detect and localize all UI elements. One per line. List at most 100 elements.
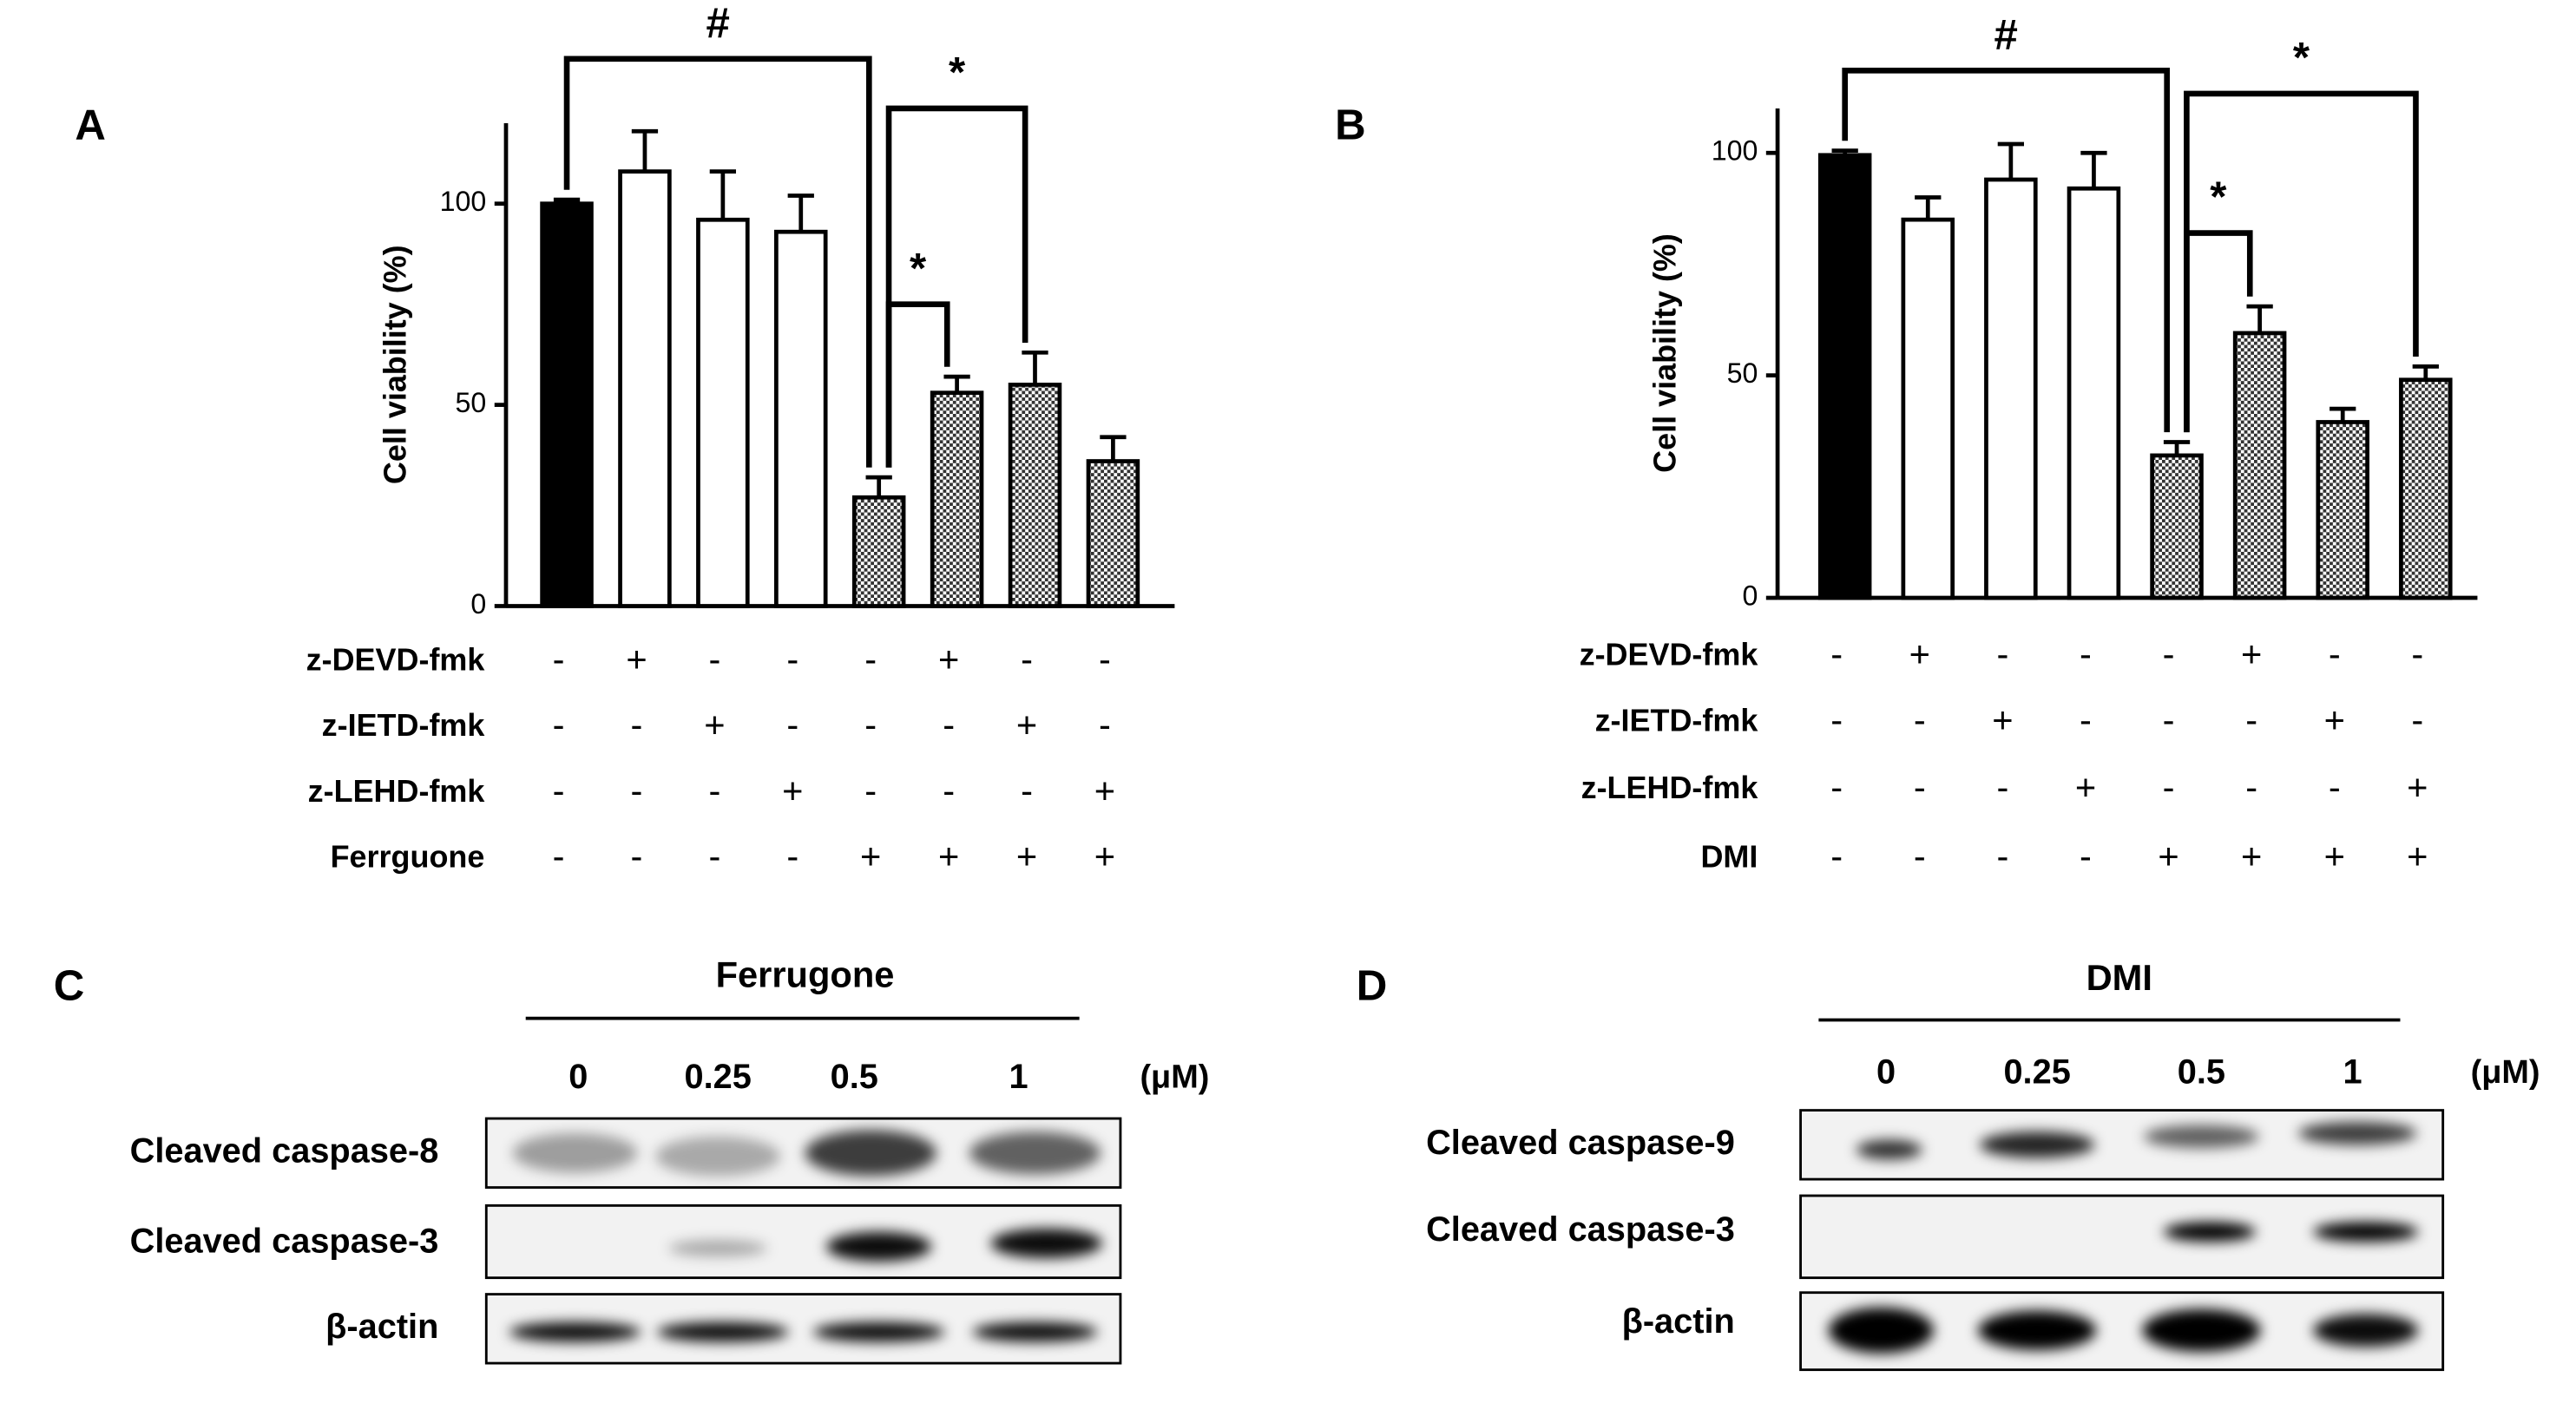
bar	[1086, 459, 1140, 608]
treatment-sign: -	[1021, 770, 1033, 810]
treatment-label: z-IETD-fmk	[1595, 702, 1759, 738]
y-tick-label: 100	[1712, 135, 1758, 167]
treatment-sign: -	[2245, 699, 2257, 740]
dose-label: 0.5	[831, 1058, 878, 1096]
treatment-sign: -	[2329, 633, 2341, 674]
significance-label: #	[1994, 10, 2017, 58]
treatment-sign: +	[1909, 633, 1930, 674]
treatment-sign: -	[1830, 633, 1843, 674]
treatment-sign: -	[553, 705, 565, 745]
treatment-sign: +	[2241, 836, 2262, 876]
significance-bracket	[2184, 90, 2419, 433]
blot-row-label: Cleaved caspase-3	[1426, 1210, 1735, 1249]
significance-bracket	[885, 105, 1028, 468]
y-axis-label: Cell viability (%)	[1647, 233, 1683, 473]
treatment-sign: -	[553, 639, 565, 679]
dose-label: 0.25	[684, 1058, 751, 1096]
treatment-label: z-LEHD-fmk	[308, 773, 486, 809]
dose-label: 0.5	[2178, 1052, 2225, 1091]
treatment-sign: -	[786, 705, 798, 745]
y-tick-label: 100	[440, 186, 487, 217]
treatment-sign: +	[1016, 705, 1037, 745]
treatment-sign: +	[704, 705, 725, 745]
treatment-sign: +	[2324, 699, 2345, 740]
treatment-sign: +	[2324, 836, 2345, 876]
y-tick-label: 0	[470, 588, 486, 620]
bar	[930, 390, 984, 608]
treatment-sign: -	[1914, 766, 1926, 807]
bar	[618, 169, 672, 608]
treatment-sign: -	[1996, 633, 2008, 674]
treatment-sign: +	[1992, 699, 2013, 740]
treatment-sign: -	[2163, 699, 2175, 740]
treatment-label: z-DEVD-fmk	[306, 641, 486, 677]
bar	[1901, 217, 1955, 600]
dose-label: 1	[2343, 1052, 2362, 1091]
treatment-sign: -	[553, 836, 565, 876]
treatment-sign: -	[1830, 766, 1843, 807]
treatment-sign: -	[943, 705, 955, 745]
blot-row-label: β-actin	[325, 1308, 438, 1346]
treatment-sign: +	[1094, 836, 1115, 876]
treatment-sign: -	[2080, 836, 2092, 876]
blot-row-label: β-actin	[1622, 1302, 1735, 1341]
bar	[774, 229, 828, 608]
significance-bracket	[1842, 68, 2170, 433]
treatment-label: DMI	[1700, 838, 1758, 874]
treatment-sign: -	[2411, 699, 2423, 740]
significance-label: *	[2210, 174, 2227, 221]
treatment-sign: +	[860, 836, 881, 876]
unit-label: (μM)	[2471, 1054, 2540, 1091]
dose-label: 0	[1876, 1052, 1896, 1091]
significance-label: *	[2293, 34, 2310, 82]
treatment-sign: -	[864, 705, 877, 745]
dose-label: 1	[1009, 1058, 1028, 1096]
treatment-sign: -	[2080, 633, 2092, 674]
treatment-sign: -	[786, 639, 798, 679]
blots	[484, 1016, 2445, 1372]
significance-label: *	[949, 49, 966, 96]
treatment-sign: -	[708, 639, 720, 679]
treatment-sign: -	[708, 770, 720, 810]
treatment-sign: -	[864, 770, 877, 810]
bar	[1817, 153, 1872, 600]
y-axis-label: Cell viability (%)	[378, 245, 413, 484]
treatment-sign: -	[1830, 699, 1843, 740]
bar	[540, 201, 594, 608]
bands	[1828, 1121, 2419, 1354]
treatment-sign: -	[1099, 705, 1111, 745]
panel-label: B	[1335, 102, 1366, 149]
treatment-label: z-DEVD-fmk	[1580, 637, 1759, 672]
bar	[2316, 420, 2369, 600]
treatment-sign: -	[2080, 699, 2092, 740]
bar	[1008, 383, 1062, 608]
treatment-sign: +	[938, 836, 959, 876]
bands	[509, 1130, 1103, 1342]
blot-row-label: Cleaved caspase-3	[130, 1222, 439, 1260]
treatment-sign: -	[1830, 836, 1843, 876]
treatment-label: z-IETD-fmk	[322, 707, 486, 743]
treatment-sign: -	[1021, 639, 1033, 679]
treatment-sign: +	[2158, 836, 2178, 876]
unit-label: (μM)	[1140, 1059, 1209, 1096]
significance-bracket	[563, 56, 872, 468]
treatment-sign: +	[2075, 766, 2096, 807]
treatment-sign: -	[1914, 699, 1926, 740]
treatment-sign: -	[864, 639, 877, 679]
treatment-sign: +	[782, 770, 803, 810]
treatment-sign: -	[2245, 766, 2257, 807]
treatment-title: Ferrugone	[716, 954, 895, 994]
bar	[2150, 453, 2204, 600]
treatment-sign: -	[786, 836, 798, 876]
treatment-label: z-LEHD-fmk	[1581, 770, 1759, 805]
bar	[2067, 186, 2121, 600]
treatment-sign: +	[1016, 836, 1037, 876]
treatment-sign: -	[1914, 836, 1926, 876]
significance-label: *	[910, 245, 927, 292]
bar	[2232, 331, 2287, 600]
treatment-sign: -	[2411, 633, 2423, 674]
panel-label: C	[54, 962, 85, 1010]
y-tick-label: 50	[1727, 357, 1758, 389]
dose-label: 0	[568, 1058, 588, 1096]
treatment-sign: -	[708, 836, 720, 876]
